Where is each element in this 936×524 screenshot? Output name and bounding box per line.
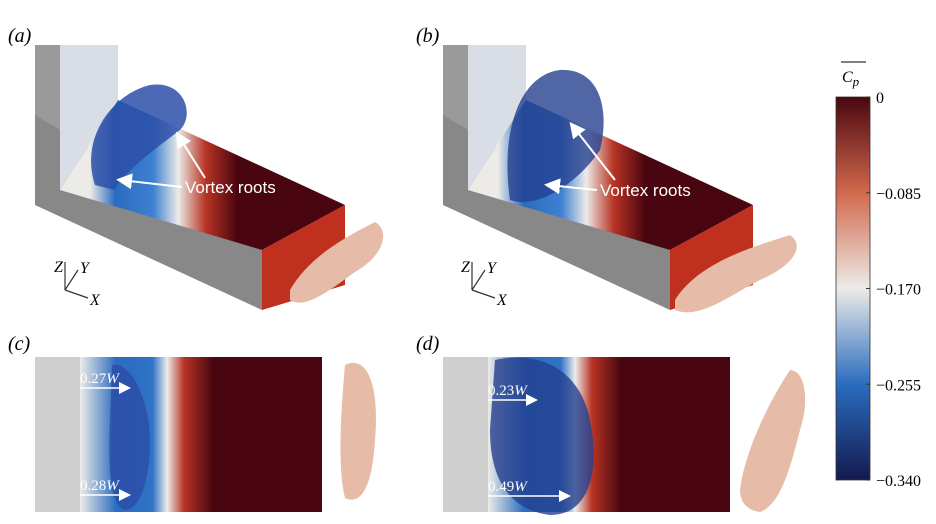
panel-label: (a)	[8, 25, 32, 47]
panel-c: (c) 0.27W 0.28W	[8, 333, 376, 512]
measure-label: 0.49W	[488, 479, 528, 495]
measure-label: 0.28W	[80, 478, 120, 494]
annotation: Vortex roots	[185, 178, 276, 197]
axis-label: Z	[54, 259, 64, 276]
measure-label: 0.27W	[80, 371, 120, 387]
tick-label: −0.255	[876, 377, 921, 394]
colorbar-title: Cp	[842, 69, 860, 89]
tick-label: −0.085	[876, 186, 921, 203]
panel-d: (d) 0.23W 0.49W	[416, 333, 806, 515]
axis-label: Y	[487, 260, 498, 277]
colorbar: Cp 0 −0.085 −0.170 −0.255 −0.340	[835, 61, 921, 490]
axis-label: Y	[80, 260, 91, 277]
axis-label: X	[89, 292, 101, 309]
axis-label: X	[496, 292, 508, 309]
panel-a: (a) Vortex roots Z Y X	[8, 25, 384, 310]
tick-label: 0	[876, 90, 884, 107]
axis-label: Z	[461, 259, 471, 276]
panel-label: (d)	[416, 333, 440, 355]
panel-b: (b) Vortex roots Z Y X	[416, 25, 797, 313]
panel-label: (c)	[8, 333, 31, 355]
tick-label: −0.340	[876, 473, 921, 490]
annotation: Vortex roots	[600, 181, 691, 200]
measure-label: 0.23W	[488, 383, 528, 399]
tick-label: −0.170	[876, 282, 921, 299]
panel-label: (b)	[416, 25, 440, 47]
